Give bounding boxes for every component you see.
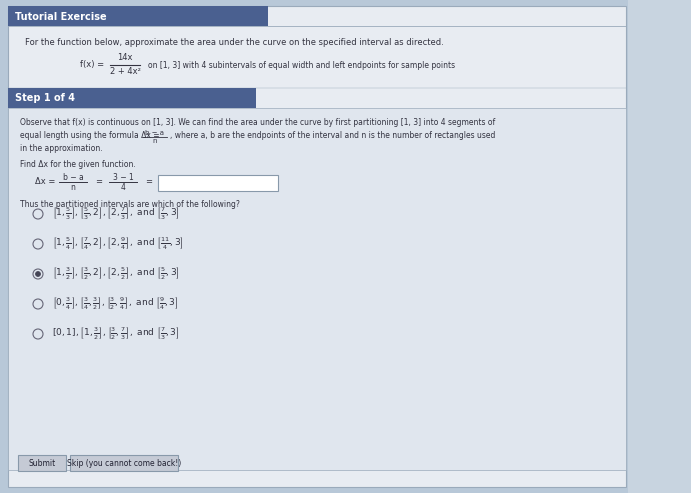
Text: $\left[1,\frac{5}{3}\right], \left[\frac{5}{3},2\right], \left[2,\frac{7}{3}\rig: $\left[1,\frac{5}{3}\right], \left[\frac…	[52, 206, 180, 222]
Bar	[8, 6, 268, 26]
Text: $\left[1,\frac{5}{4}\right], \left[\frac{7}{4},2\right], \left[2,\frac{9}{4}\rig: $\left[1,\frac{5}{4}\right], \left[\frac…	[52, 236, 184, 252]
Text: $\left[0,\frac{3}{4}\right], \left[\frac{3}{4},\frac{3}{2}\right], \left[\frac{3: $\left[0,\frac{3}{4}\right], \left[\frac…	[52, 296, 178, 312]
Text: n: n	[70, 182, 75, 191]
Text: Step 1 of 4: Step 1 of 4	[15, 93, 75, 103]
Text: on [1, 3] with 4 subintervals of equal width and left endpoints for sample point: on [1, 3] with 4 subintervals of equal w…	[148, 61, 455, 70]
Bar	[8, 6, 626, 7]
Text: $\left[0,1\right], \left[1,\frac{3}{2}\right], \left[\frac{3}{2},\frac{7}{3}\rig: $\left[0,1\right], \left[1,\frac{3}{2}\r…	[52, 326, 180, 342]
Text: Find Δx for the given function.: Find Δx for the given function.	[20, 160, 135, 169]
Text: in the approximation.: in the approximation.	[20, 144, 103, 153]
Bar	[70, 455, 178, 471]
Text: Skip (you cannot come back!): Skip (you cannot come back!)	[67, 458, 181, 467]
Text: equal length using the formula Δx =: equal length using the formula Δx =	[20, 131, 160, 140]
Text: b − a: b − a	[63, 173, 84, 181]
Text: b − a: b − a	[146, 130, 164, 136]
Text: 3 − 1: 3 − 1	[113, 173, 133, 181]
Text: f(x) =: f(x) =	[80, 61, 104, 70]
Bar	[8, 108, 626, 470]
Text: 2 + 4x²: 2 + 4x²	[110, 68, 140, 76]
Circle shape	[35, 272, 41, 277]
Bar	[8, 88, 256, 108]
Text: $\left[1,\frac{3}{2}\right], \left[\frac{3}{2},2\right], \left[2,\frac{5}{2}\rig: $\left[1,\frac{3}{2}\right], \left[\frac…	[52, 266, 180, 282]
Text: 14x: 14x	[117, 54, 133, 63]
Bar	[158, 175, 278, 191]
Text: Observe that f(x) is continuous on [1, 3]. We can find the area under the curve : Observe that f(x) is continuous on [1, 3…	[20, 118, 495, 127]
Bar	[18, 455, 66, 471]
Bar	[628, 0, 691, 493]
Text: =: =	[95, 177, 102, 186]
Text: n: n	[153, 138, 158, 144]
Text: =: =	[145, 177, 152, 186]
Text: , where a, b are the endpoints of the interval and n is the number of rectangles: , where a, b are the endpoints of the in…	[170, 131, 495, 140]
Text: Δx =: Δx =	[35, 177, 55, 186]
Text: For the function below, approximate the area under the curve on the specified in: For the function below, approximate the …	[25, 38, 444, 47]
Bar	[8, 6, 626, 487]
Text: Thus the partitioned intervals are which of the following?: Thus the partitioned intervals are which…	[20, 200, 240, 209]
Text: Submit: Submit	[28, 458, 55, 467]
Text: Tutorial Exercise: Tutorial Exercise	[15, 12, 106, 22]
Text: 4: 4	[120, 182, 126, 191]
